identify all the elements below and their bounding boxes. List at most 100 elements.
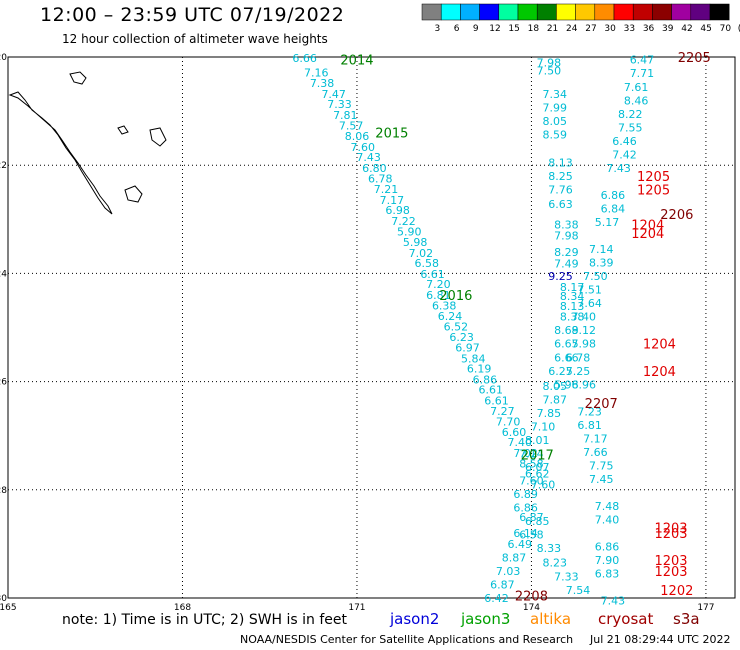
wave-height-label: 8.38 <box>560 311 585 324</box>
wave-height-label: 6.49 <box>508 538 533 551</box>
wave-height-label: 7.23 <box>577 405 602 418</box>
wave-height-label: 6.19 <box>467 363 492 376</box>
color-scale-label: 45 <box>700 24 711 34</box>
wave-height-label: 8.23 <box>542 556 567 569</box>
y-tick-label: -26 <box>0 378 7 388</box>
wave-height-label: 7.20 <box>426 278 451 291</box>
color-swatch <box>652 3 672 21</box>
color-swatch <box>498 3 519 21</box>
wave-height-label: 7.02 <box>409 247 434 260</box>
wave-height-label: 8.17 <box>560 281 585 294</box>
wave-height-label: 7.17 <box>583 432 608 445</box>
color-swatch <box>421 3 442 21</box>
color-swatch <box>690 3 711 21</box>
pass-label: 2205 <box>678 51 711 66</box>
color-scale-label: (ft) <box>738 24 740 34</box>
x-tick-label: 168 <box>174 603 191 613</box>
wave-height-label: 7.27 <box>490 405 515 418</box>
wave-height-label: 8.38 <box>554 219 579 232</box>
legend-jason2: jason2 <box>390 610 440 628</box>
wave-height-label: 5.17 <box>595 216 620 229</box>
wave-height-label: 8.05 <box>542 115 567 128</box>
y-tick-label: -30 <box>0 594 7 604</box>
wave-height-label: 7.02 <box>513 447 538 460</box>
wave-height-label: 7.50 <box>537 65 562 78</box>
wave-height-label: 7.21 <box>374 183 399 196</box>
chart-title: 12:00 – 23:59 UTC 07/19/2022 <box>40 4 345 26</box>
wave-height-label: 8.46 <box>624 94 649 107</box>
wave-height-label: 7.70 <box>496 416 521 429</box>
pass-label: 2017 <box>521 449 554 464</box>
color-scale-label: 27 <box>585 24 596 34</box>
wave-height-label: 6.86 <box>473 373 498 386</box>
color-swatch <box>440 3 461 21</box>
wave-height-label: 6.24 <box>438 310 463 323</box>
wave-height-label: 7.33 <box>554 570 579 583</box>
wave-height-label: 7.61 <box>624 81 649 94</box>
wave-height-label: 6.58 <box>415 257 440 270</box>
footer-credit: NOAA/NESDIS Center for Satellite Applica… <box>240 633 574 646</box>
coastline-new-caledonia <box>8 91 113 215</box>
color-swatch <box>575 3 596 21</box>
y-tick-label: -28 <box>0 486 7 496</box>
wave-height-label: 6.78 <box>368 173 393 186</box>
wave-height-label: 6.81 <box>577 419 602 432</box>
color-scale-label: 21 <box>547 24 558 34</box>
wave-height-label: 7.55 <box>618 121 643 134</box>
wave-height-label: 6.89 <box>513 488 538 501</box>
wave-height-label: 7.45 <box>589 473 614 486</box>
wave-height-label: 8.34 <box>560 290 585 303</box>
wave-height-label: 6.38 <box>432 299 457 312</box>
y-tick-label: -22 <box>0 161 7 171</box>
wave-height-label: 8.22 <box>618 108 643 121</box>
x-tick-label: 165 <box>0 603 17 613</box>
legend-cryosat: cryosat <box>598 610 654 628</box>
wave-height-label: 6.23 <box>449 331 474 344</box>
wave-height-label: 7.75 <box>589 459 614 472</box>
wave-height-label: 7.60 <box>351 141 376 154</box>
color-scale-label: 24 <box>566 24 578 34</box>
color-swatch <box>460 3 480 21</box>
color-swatch <box>556 3 576 21</box>
pass-label: 1203 <box>654 554 687 569</box>
pass-label: 1203 <box>654 527 687 542</box>
legend-s3a: s3a <box>673 610 700 628</box>
wave-height-label: 7.22 <box>391 215 416 228</box>
wave-height-label: 8.58 <box>519 457 544 470</box>
color-swatch <box>671 3 692 21</box>
wave-height-label: 7.48 <box>595 500 620 513</box>
wave-height-label: 7.87 <box>542 393 567 406</box>
color-swatch <box>594 3 615 21</box>
pass-label: 1204 <box>631 227 664 242</box>
x-tick-label: 177 <box>697 603 714 613</box>
legend-jason3: jason3 <box>461 610 511 628</box>
wave-height-label: 6.25 <box>548 365 573 378</box>
wave-height-label: 7.38 <box>310 77 335 90</box>
wave-height-label: 8.69 <box>554 324 579 337</box>
wave-height-label: 7.50 <box>583 270 608 283</box>
wave-height-label: 6.52 <box>444 320 469 333</box>
wave-height-label: 8.33 <box>537 542 562 555</box>
wave-height-label: 6.58 <box>519 529 544 542</box>
wave-height-label: 7.03 <box>496 565 521 578</box>
coastline-island-3 <box>149 127 167 147</box>
wave-height-label: 6.42 <box>484 592 509 605</box>
wave-height-label: 6.87 <box>519 511 544 524</box>
wave-height-label: 6.96 <box>572 378 597 391</box>
color-scale-label: 18 <box>528 24 540 34</box>
wave-height-label: 8.39 <box>589 257 614 270</box>
pass-label: 2015 <box>375 127 408 142</box>
wave-height-label: 7.49 <box>554 258 579 271</box>
wave-height-label: 7.71 <box>630 67 655 80</box>
coastline-isle-of-pines <box>124 185 143 203</box>
wave-height-label: 6.86 <box>595 541 620 554</box>
wave-height-label: 7.34 <box>542 88 567 101</box>
wave-height-label: 7.76 <box>548 184 573 197</box>
wave-height-label: 6.78 <box>566 351 591 364</box>
chart-subtitle: 12 hour collection of altimeter wave hei… <box>62 32 328 46</box>
wave-height-label: 6.66 <box>292 52 317 65</box>
wave-height-label: 8.59 <box>542 128 567 141</box>
legend-altika: altika <box>530 610 572 628</box>
